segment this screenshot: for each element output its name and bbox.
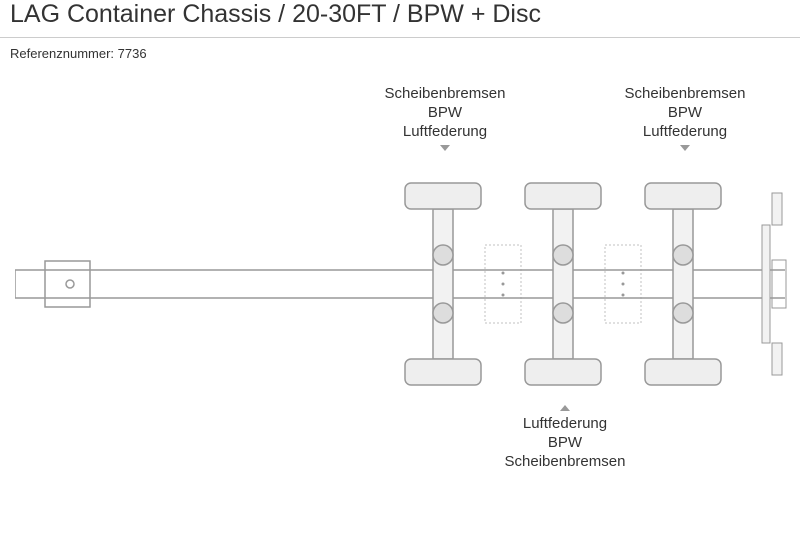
label-scheiben: Scheibenbremsen (610, 85, 760, 104)
ref-value: 7736 (118, 46, 147, 61)
label-luft: Luftfederung (610, 123, 760, 142)
label-bpw: BPW (610, 104, 760, 123)
ref-label: Referenznummer: (10, 46, 114, 61)
label-luft: Luftfederung (490, 415, 640, 434)
chevron-down-icon (680, 145, 690, 151)
chassis-diagram: Scheibenbremsen BPW Luftfederung Scheibe… (15, 85, 790, 525)
chevron-up-icon (560, 405, 570, 411)
axle-label-top-left: Scheibenbremsen BPW Luftfederung (370, 85, 520, 151)
axle-label-top-right: Scheibenbremsen BPW Luftfederung (610, 85, 760, 151)
label-bpw: BPW (370, 104, 520, 123)
chevron-down-icon (440, 145, 450, 151)
page-title: LAG Container Chassis / 20-30FT / BPW + … (0, 0, 800, 38)
reference-number: Referenznummer: 7736 (0, 38, 800, 69)
label-luft: Luftfederung (370, 123, 520, 142)
label-scheiben: Scheibenbremsen (370, 85, 520, 104)
axle-label-bottom: Luftfederung BPW Scheibenbremsen (490, 405, 640, 471)
label-scheiben: Scheibenbremsen (490, 453, 640, 472)
label-bpw: BPW (490, 434, 640, 453)
